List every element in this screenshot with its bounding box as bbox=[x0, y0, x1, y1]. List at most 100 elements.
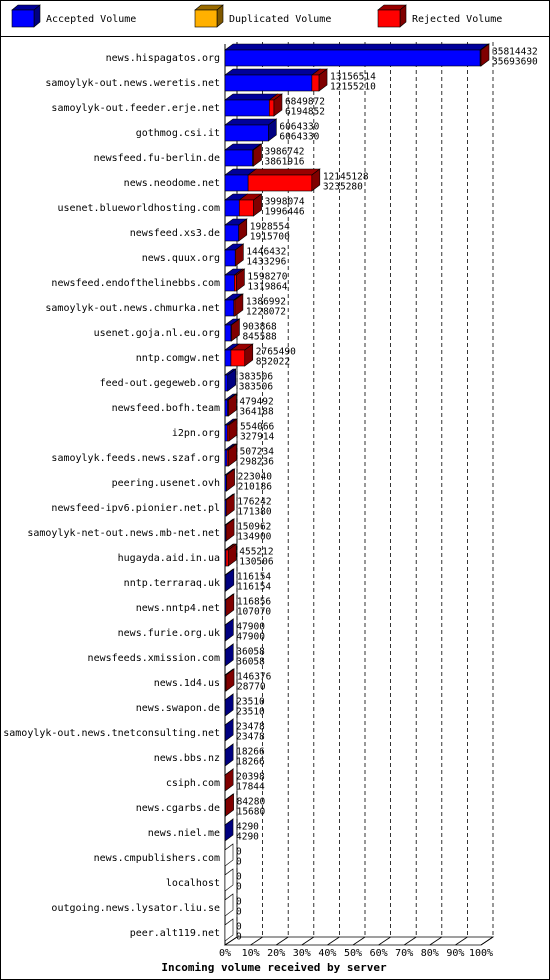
category-label: samoylyk-out.news.weretis.net bbox=[45, 78, 220, 89]
accepted-label: 1319864 bbox=[247, 282, 287, 293]
offered-label: 2765490 bbox=[256, 347, 296, 358]
offered-label: 1598270 bbox=[247, 272, 287, 283]
offered-label: 6064330 bbox=[279, 122, 319, 133]
category-label: nntp.comgw.net bbox=[136, 353, 220, 364]
bar-side bbox=[235, 243, 244, 267]
offered-label: 12145128 bbox=[323, 172, 369, 183]
accepted-bar bbox=[224, 424, 228, 442]
accepted-label: 4290 bbox=[236, 832, 259, 843]
bar-side bbox=[234, 293, 244, 317]
category-label: usenet.blueworldhosting.com bbox=[57, 203, 220, 214]
x-tick-label: 70% bbox=[395, 948, 413, 959]
offered-label: 176242 bbox=[237, 497, 271, 508]
accepted-label: 12155210 bbox=[330, 82, 376, 93]
category-label: outgoing.news.lysator.liu.se bbox=[51, 903, 220, 914]
bar-side bbox=[224, 818, 234, 842]
offered-label: 903868 bbox=[242, 322, 277, 333]
accepted-label: 3861916 bbox=[264, 157, 304, 168]
offered-label: 223040 bbox=[238, 472, 273, 483]
offered-label: 13156514 bbox=[330, 72, 376, 83]
accepted-label: 23510 bbox=[236, 707, 265, 718]
category-label: news.quux.org bbox=[142, 253, 220, 264]
accepted-label: 383506 bbox=[239, 382, 274, 393]
accepted-bar bbox=[224, 449, 228, 467]
x-axis-title: Incoming volume received by server bbox=[161, 961, 387, 974]
x-tick bbox=[327, 936, 340, 946]
bar-side bbox=[224, 768, 234, 792]
accepted-label: 130506 bbox=[239, 557, 274, 568]
offered-label: 20398 bbox=[236, 772, 265, 783]
accepted-bar-top bbox=[224, 93, 279, 101]
bar-side bbox=[238, 218, 248, 242]
bar-side bbox=[224, 718, 234, 742]
accepted-label: 15680 bbox=[237, 807, 266, 818]
category-label: i2pn.org bbox=[172, 428, 220, 439]
accepted-label: 1996446 bbox=[265, 207, 305, 218]
legend-label: Rejected Volume bbox=[412, 14, 502, 25]
category-label: news.1d4.us bbox=[154, 678, 220, 689]
offered-label: 1446432 bbox=[246, 247, 286, 258]
empty-bar-side bbox=[224, 893, 234, 917]
accepted-bar bbox=[224, 224, 239, 242]
category-label: news.neodome.net bbox=[124, 178, 220, 189]
category-label: samoylyk-out.feeder.erje.net bbox=[51, 103, 220, 114]
x-tick-label: 60% bbox=[370, 948, 388, 959]
accepted-label: 0 bbox=[236, 907, 242, 918]
accepted-bar bbox=[224, 299, 235, 317]
accepted-label: 171380 bbox=[237, 507, 272, 518]
x-tick-label: 50% bbox=[344, 948, 362, 959]
category-label: news.swapon.de bbox=[136, 703, 220, 714]
x-tick bbox=[352, 936, 366, 946]
offered-label: 18266 bbox=[236, 747, 265, 758]
legend-label: Duplicated Volume bbox=[229, 14, 331, 25]
accepted-label: 6064330 bbox=[279, 132, 319, 143]
rejected-bar bbox=[225, 549, 229, 567]
x-tick-label: 90% bbox=[446, 948, 464, 959]
empty-bar-side bbox=[224, 843, 234, 867]
bar-side bbox=[228, 418, 238, 442]
bar-side bbox=[227, 368, 237, 392]
accepted-label: 364188 bbox=[239, 407, 274, 418]
category-label: peer.alt119.net bbox=[130, 928, 220, 939]
accepted-label: 35693690 bbox=[492, 57, 538, 68]
accepted-bar bbox=[224, 99, 270, 117]
bar-side bbox=[225, 618, 234, 642]
category-label: samoylyk-out.news.tnetconsulting.net bbox=[3, 728, 220, 739]
bar-side bbox=[225, 668, 235, 692]
accepted-label: 0 bbox=[236, 882, 242, 893]
bar-side bbox=[225, 593, 235, 617]
accepted-label: 36058 bbox=[236, 657, 265, 668]
x-tick bbox=[455, 936, 468, 946]
x-tick bbox=[250, 936, 263, 946]
offered-label: 36058 bbox=[236, 647, 265, 658]
bar-side bbox=[236, 268, 245, 292]
accepted-label: 210186 bbox=[238, 482, 273, 493]
bar-side bbox=[224, 693, 234, 717]
accepted-bar bbox=[224, 374, 229, 392]
accepted-bar bbox=[224, 399, 228, 417]
category-label: usenet.goja.nl.eu.org bbox=[94, 328, 220, 339]
x-tick bbox=[378, 936, 391, 946]
accepted-label: 17844 bbox=[236, 782, 265, 793]
category-label: newsfeed.fu-berlin.de bbox=[94, 153, 220, 164]
category-label: samoylyk.feeds.news.szaf.org bbox=[51, 453, 220, 464]
accepted-label: 845588 bbox=[242, 332, 277, 343]
offered-label: 1386992 bbox=[246, 297, 286, 308]
category-label: peering.usenet.ovh bbox=[112, 478, 220, 489]
accepted-label: 3235280 bbox=[323, 182, 363, 193]
accepted-label: 116154 bbox=[237, 582, 272, 593]
x-tick-label: 0% bbox=[219, 948, 231, 959]
category-label: nntp.terraraq.uk bbox=[124, 578, 220, 589]
accepted-bar bbox=[224, 49, 481, 67]
bar-side bbox=[311, 168, 321, 192]
accepted-bar bbox=[224, 199, 240, 217]
legend-swatch bbox=[194, 9, 218, 28]
offered-label: 35814432 bbox=[492, 47, 538, 58]
offered-label: 4290 bbox=[236, 822, 259, 833]
offered-label: 84280 bbox=[237, 797, 266, 808]
category-label: news.bbs.nz bbox=[154, 753, 220, 764]
offered-label: 6849872 bbox=[285, 97, 325, 108]
accepted-label: 0 bbox=[236, 857, 242, 868]
bar-side bbox=[480, 43, 490, 67]
